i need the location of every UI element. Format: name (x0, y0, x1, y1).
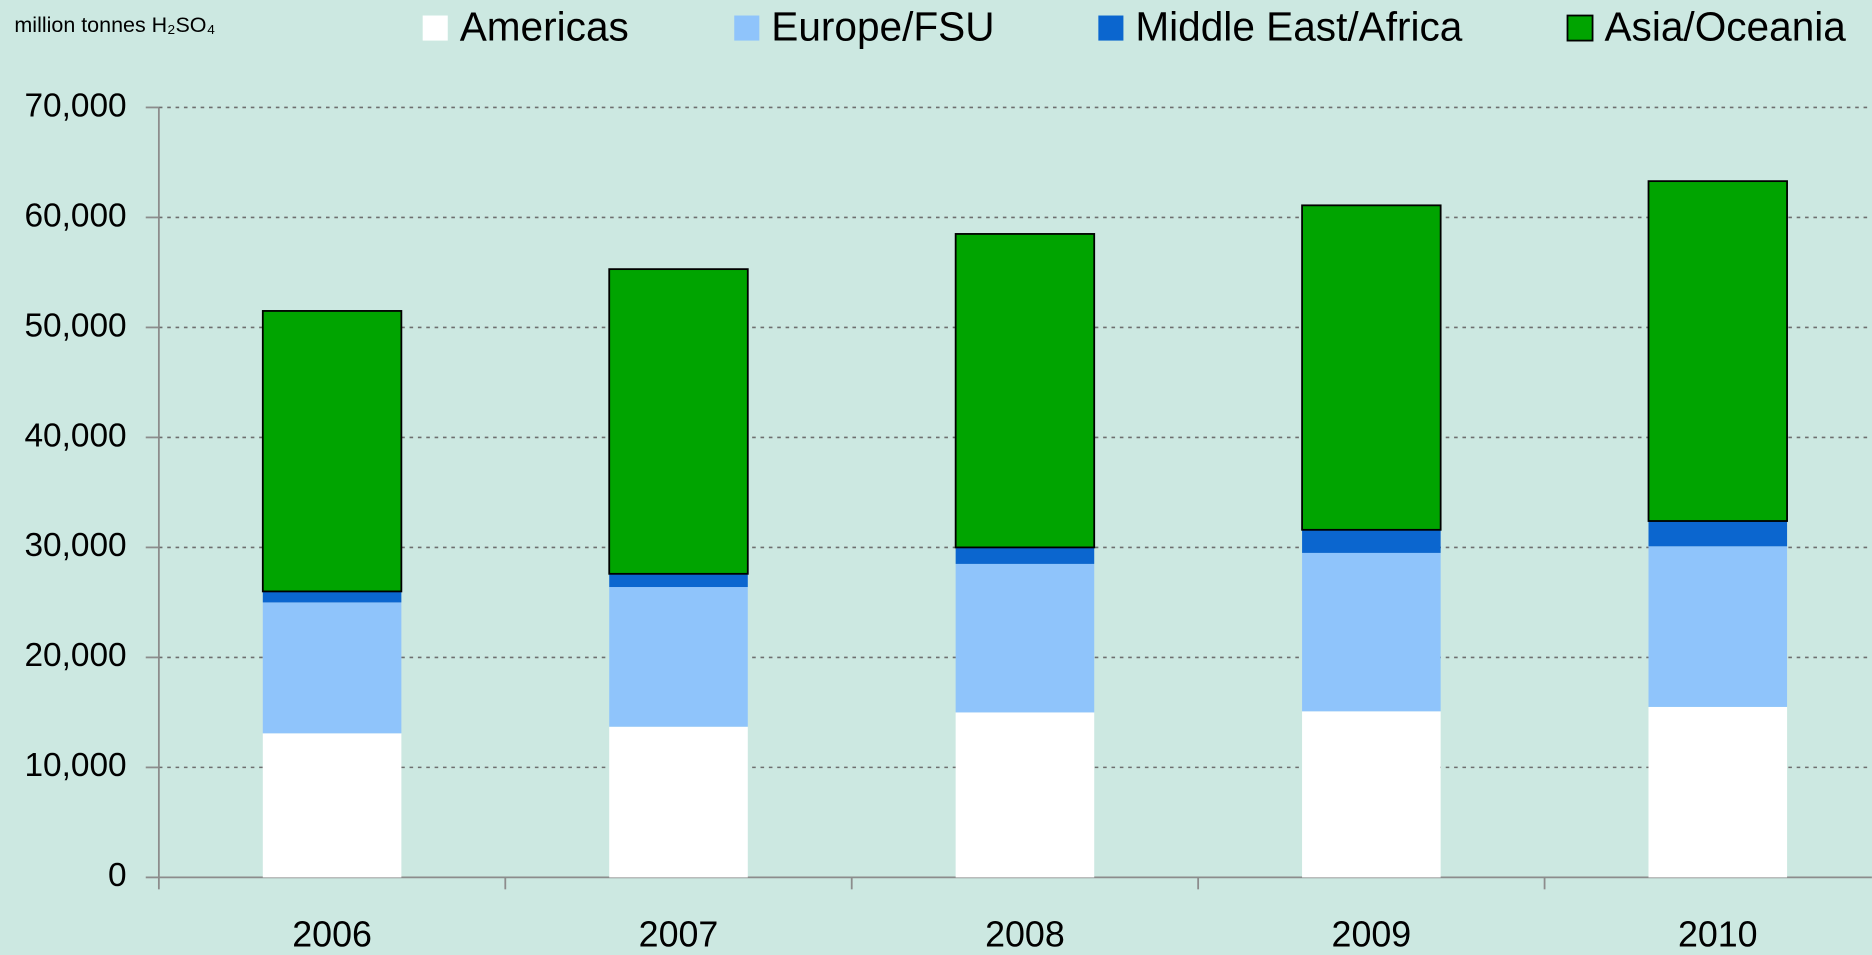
bar-segment (262, 733, 402, 878)
bar-segment (262, 602, 402, 734)
y-tick-label: 0 (108, 857, 127, 894)
y-tick-label: 30,000 (24, 527, 126, 564)
legend-label: Asia/Oceania (1605, 4, 1847, 50)
bar-segment (955, 547, 1095, 564)
y-tick-label: 50,000 (24, 307, 126, 344)
bar-segment (262, 591, 402, 603)
x-tick-label: 2007 (639, 915, 719, 955)
legend-label: Europe/FSU (771, 4, 994, 50)
bar-segment (1302, 552, 1441, 712)
legend-label: Americas (460, 4, 629, 50)
x-tick-label: 2010 (1678, 915, 1758, 955)
legend-swatch (1098, 15, 1124, 41)
legend-swatch (422, 15, 448, 41)
bar-segment (261, 310, 403, 593)
bar-segment (1647, 180, 1788, 522)
bar-segment (609, 573, 748, 588)
bar-segment (608, 268, 749, 575)
bar-segment (955, 563, 1095, 713)
y-tick-label: 20,000 (24, 637, 126, 674)
legend-swatch (1566, 14, 1594, 42)
bar-segment (955, 712, 1095, 878)
y-tick-label: 10,000 (24, 747, 126, 784)
bar-segment (1648, 706, 1788, 878)
y-tick-label: 70,000 (24, 87, 126, 124)
x-tick-label: 2008 (985, 915, 1065, 955)
bar-segment (1302, 529, 1441, 553)
bar-segment (1301, 204, 1442, 531)
x-tick-label: 2009 (1332, 915, 1412, 955)
y-tick-label: 40,000 (24, 417, 126, 454)
bar-segment (609, 726, 748, 878)
bar-segment (609, 587, 748, 727)
bar-segment (954, 233, 1096, 549)
y-axis-unit: million tonnes H₂SO₄ (14, 13, 215, 37)
x-tick-label: 2006 (292, 915, 372, 955)
bar-segment (1648, 521, 1788, 547)
legend-swatch (734, 15, 760, 41)
legend-label: Middle East/Africa (1135, 4, 1462, 50)
bar-segment (1302, 711, 1441, 878)
bar-segment (1648, 546, 1788, 707)
y-tick-label: 60,000 (24, 197, 126, 234)
